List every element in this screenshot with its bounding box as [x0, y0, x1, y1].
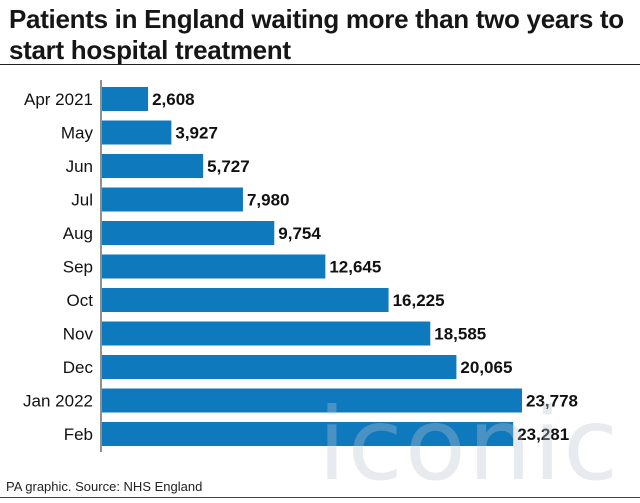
category-label: Feb — [64, 425, 93, 444]
bar — [102, 221, 275, 245]
value-label: 20,065 — [460, 358, 512, 377]
category-label: Jan 2022 — [23, 392, 93, 411]
category-label: Jun — [66, 157, 93, 176]
chart-title: Patients in England waiting more than tw… — [9, 4, 624, 65]
source-note: PA graphic. Source: NHS England — [6, 479, 203, 494]
category-label: Oct — [67, 291, 94, 310]
category-label: Dec — [63, 358, 94, 377]
bar — [102, 321, 431, 346]
bar — [102, 120, 172, 145]
category-label: Sep — [63, 258, 93, 277]
category-label: Jul — [71, 191, 93, 210]
category-label: May — [61, 124, 94, 143]
bar — [102, 388, 522, 413]
value-label: 3,927 — [175, 124, 218, 143]
bar-chart: Apr 2021 2,608 May 3,927 Jun 5,727 Jul 7,980 Aug… — [23, 80, 578, 452]
category-label: Apr 2021 — [24, 90, 93, 109]
value-label: 12,645 — [329, 258, 381, 277]
category-label: Nov — [63, 325, 94, 344]
value-label: 5,727 — [207, 157, 250, 176]
value-label: 23,778 — [526, 392, 578, 411]
footer-divider — [0, 497, 640, 498]
bar — [102, 422, 514, 446]
bar — [102, 187, 243, 212]
bar — [102, 87, 149, 111]
category-label: Aug — [63, 224, 93, 243]
value-label: 9,754 — [278, 224, 321, 243]
bar — [102, 254, 326, 279]
value-label: 23,281 — [517, 425, 569, 444]
value-label: 18,585 — [434, 325, 486, 344]
title-divider — [0, 64, 640, 65]
bar — [102, 288, 389, 312]
bar — [102, 154, 204, 178]
value-label: 16,225 — [393, 291, 445, 310]
value-label: 2,608 — [152, 90, 195, 109]
bar — [102, 355, 457, 379]
value-label: 7,980 — [247, 191, 290, 210]
